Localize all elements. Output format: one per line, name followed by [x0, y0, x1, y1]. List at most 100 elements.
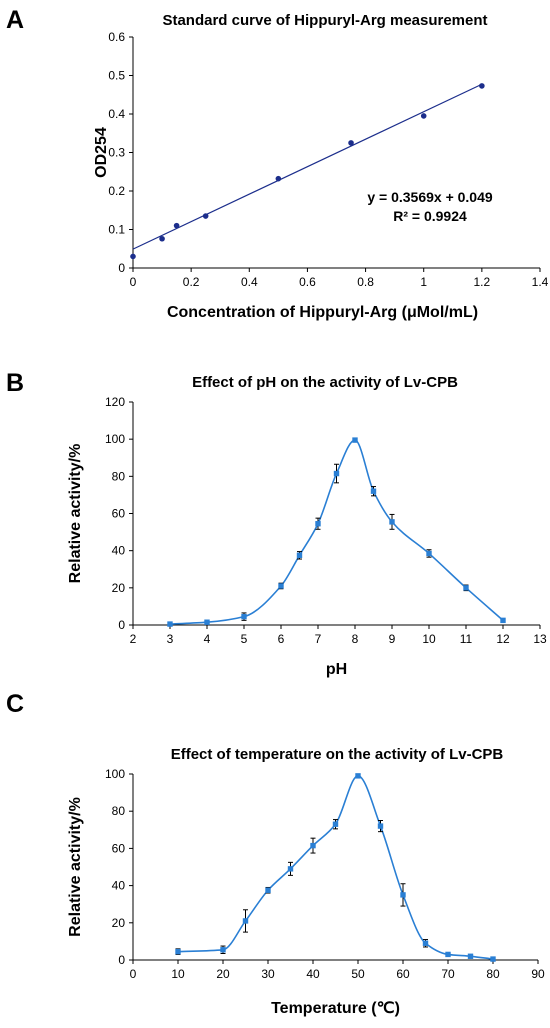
x-tick-label: 11	[460, 632, 473, 646]
panel-letter-a: A	[6, 6, 24, 34]
y-tick-label: 100	[105, 432, 125, 446]
trendline	[132, 83, 483, 250]
x-tick-label: 1.2	[474, 275, 491, 289]
x-tick-label: 30	[261, 967, 275, 981]
x-tick-label: 60	[396, 967, 410, 981]
trendline-equation: y = 0.3569x + 0.049	[367, 189, 493, 205]
y-tick-label: 0.3	[108, 146, 125, 160]
data-point	[377, 823, 384, 829]
data-point	[333, 470, 340, 477]
y-tick-label: 0.6	[108, 30, 125, 44]
data-point	[275, 175, 282, 182]
data-point	[370, 488, 377, 494]
chart-ph-activity: 2 3 4 5 6 7 8 9 10 11 12 13 0 20 40 60 80 100 120 Effect of…	[67, 374, 547, 678]
x-tick-label: 5	[241, 632, 248, 646]
data-point	[167, 621, 173, 627]
data-point	[463, 585, 469, 591]
x-tick-label: 2	[130, 632, 137, 646]
chart-title: Effect of temperature on the activity of…	[171, 746, 504, 763]
data-point	[389, 519, 395, 525]
x-tick-label: 80	[486, 967, 500, 981]
y-tick-label: 0.4	[108, 107, 125, 121]
panel-letter-b: B	[6, 369, 24, 397]
y-tick-label: 20	[112, 916, 126, 930]
data-point	[500, 617, 506, 624]
y-tick-label: 0	[118, 261, 125, 275]
x-tick-label: 0.6	[299, 275, 316, 289]
x-tick-label: 0.2	[183, 275, 200, 289]
x-tick-label: 9	[389, 632, 396, 646]
x-tick-label: 0.4	[241, 275, 258, 289]
y-axis-title: OD254	[93, 127, 110, 178]
chart-temperature-activity: 0 10 20 30 40 50 60 70 80 90 0 20 40 60 80 100 Effect of…	[67, 746, 545, 1017]
y-tick-label: 80	[112, 804, 126, 818]
x-tick-label: 50	[351, 967, 365, 981]
data-point	[348, 140, 354, 146]
data-point	[420, 113, 427, 119]
data-point	[352, 437, 358, 443]
x-tick-label: 0.8	[357, 275, 374, 289]
x-tick-label: 0	[130, 275, 137, 289]
x-tick-label: 6	[278, 632, 285, 646]
x-tick-label: 90	[531, 967, 545, 981]
data-point	[355, 773, 361, 779]
data-point	[310, 842, 316, 849]
y-tick-label: 120	[105, 395, 125, 409]
x-tick-label: 3	[167, 632, 174, 646]
x-tick-label: 10	[171, 967, 185, 981]
chart-standard-curve: 0 0.2 0.4 0.6 0.8 1 1.2 1.4 0 0.1 0.2 0.3 0.4 0.5 0.6 S…	[93, 12, 549, 321]
data-point	[296, 552, 303, 559]
data-point	[130, 253, 136, 260]
x-axis-title: Temperature (℃)	[271, 1000, 400, 1017]
data-point	[220, 947, 226, 953]
y-tick-label: 0.5	[108, 69, 125, 83]
y-tick-label: 20	[112, 581, 126, 595]
x-axis-title: pH	[326, 661, 347, 678]
data-point	[242, 918, 249, 924]
y-tick-label: 0.2	[108, 184, 125, 198]
y-tick-label: 0.1	[108, 223, 125, 237]
data-point	[265, 887, 271, 893]
data-point	[332, 821, 339, 827]
y-tick-label: 60	[112, 841, 126, 855]
data-point	[422, 940, 429, 946]
data-point	[467, 953, 474, 959]
x-tick-label: 20	[216, 967, 230, 981]
data-point	[173, 222, 180, 229]
x-tick-label: 13	[533, 632, 547, 646]
data-point	[479, 83, 485, 89]
x-tick-label: 10	[422, 632, 436, 646]
y-tick-label: 60	[112, 507, 126, 521]
data-point	[445, 951, 451, 958]
r-squared-label: R² = 0.9924	[393, 208, 467, 224]
x-axis-title: Concentration of Hippuryl-Arg (μMol/mL)	[167, 304, 478, 321]
data-point	[204, 619, 210, 625]
y-tick-label: 0	[118, 618, 125, 632]
y-tick-label: 40	[112, 879, 126, 893]
data-point	[202, 213, 209, 219]
data-point	[426, 550, 432, 557]
data-point	[400, 892, 406, 898]
y-axis-title: Relative activity/%	[67, 797, 84, 937]
data-point	[315, 521, 321, 527]
x-tick-label: 1.4	[532, 275, 549, 289]
x-tick-label: 40	[306, 967, 320, 981]
panel-letter-c: C	[6, 690, 24, 718]
y-tick-label: 40	[112, 544, 126, 558]
x-tick-label: 4	[204, 632, 211, 646]
x-tick-label: 0	[130, 967, 137, 981]
chart-title: Effect of pH on the activity of Lv-CPB	[192, 374, 458, 391]
data-point	[241, 613, 247, 620]
data-point	[278, 583, 284, 589]
x-tick-label: 8	[352, 632, 359, 646]
y-axis-title: Relative activity/%	[67, 444, 84, 584]
y-tick-label: 80	[112, 469, 126, 483]
data-point	[175, 948, 181, 955]
x-tick-label: 1	[420, 275, 427, 289]
x-tick-label: 7	[315, 632, 322, 646]
chart-title: Standard curve of Hippuryl-Arg measureme…	[162, 12, 487, 29]
data-point	[159, 235, 165, 242]
x-tick-label: 12	[496, 632, 510, 646]
activity-curve	[177, 775, 494, 960]
